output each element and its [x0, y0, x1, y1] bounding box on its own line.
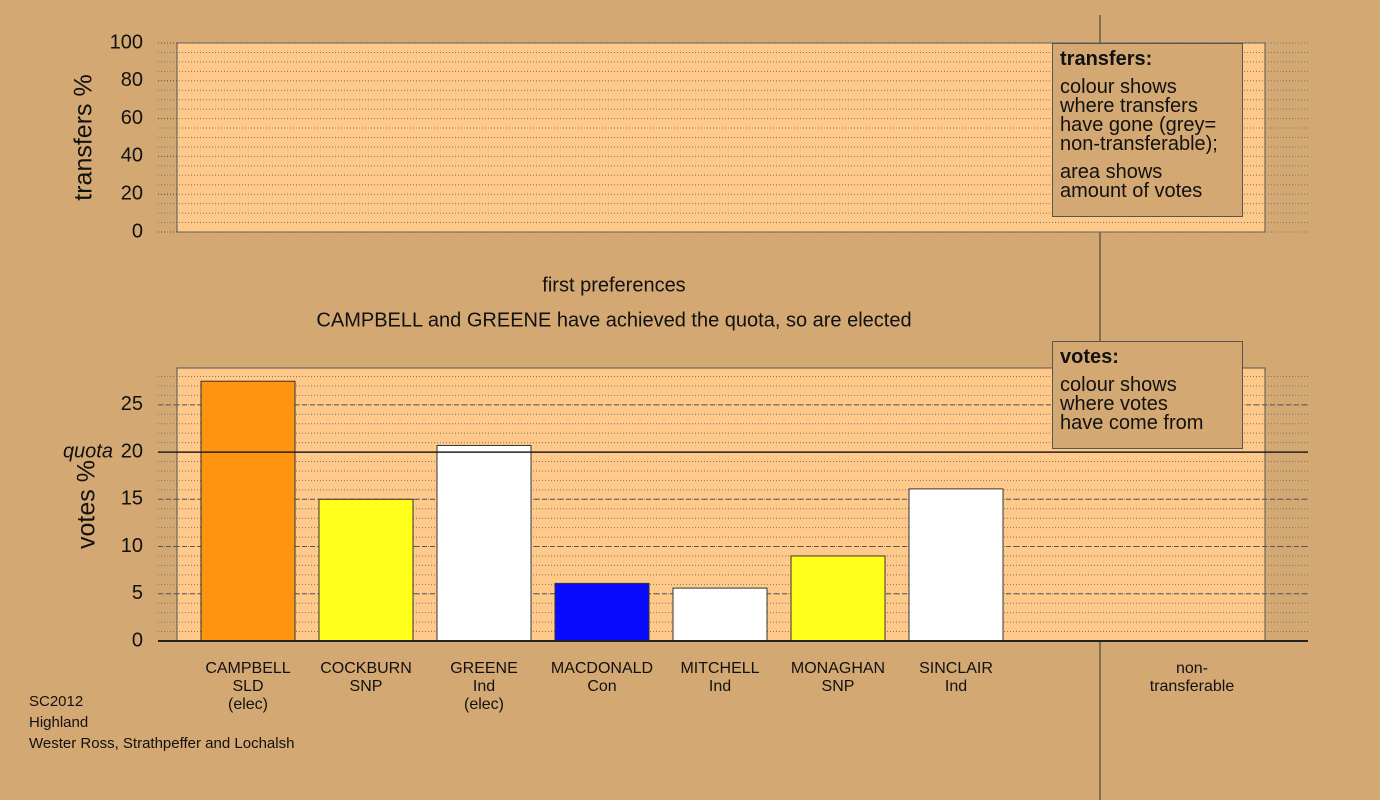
x-tick-label: MACDONALD Con	[550, 660, 654, 695]
y-tick-label: 100	[110, 31, 143, 53]
bar	[554, 582, 650, 642]
y-tick-label: 20	[121, 440, 143, 462]
x-tick-label: COCKBURN SNP	[320, 660, 412, 695]
y-axis-label: transfers %	[70, 74, 98, 200]
legend-text: colour shows where votes have come from	[1060, 374, 1204, 434]
y-tick-label: 10	[121, 535, 143, 557]
x-tick-label: GREENE Ind (elec)	[450, 660, 518, 713]
x-tick-label: SINCLAIR Ind	[919, 660, 993, 695]
bar	[200, 380, 296, 642]
legend-text: colour shows where transfers have gone (…	[1060, 76, 1218, 155]
footer-text: SC2012	[29, 693, 84, 710]
legend: votes: colour shows where votes have come…	[1052, 341, 1243, 449]
y-tick-label: 0	[132, 220, 143, 242]
bar	[790, 555, 886, 642]
y-tick-label: 40	[121, 145, 143, 167]
quota-label: quota	[63, 440, 113, 462]
legend: transfers: colour shows where transfers h…	[1052, 43, 1243, 217]
x-tick-label: non- transferable	[1149, 660, 1235, 695]
y-tick-label: 5	[132, 582, 143, 604]
bar	[908, 488, 1004, 642]
bar	[318, 498, 414, 642]
legend-title: transfers:	[1060, 48, 1153, 70]
y-axis-label: votes %	[73, 460, 101, 549]
legend-text: area shows amount of votes	[1060, 161, 1203, 202]
y-tick-label: 25	[121, 393, 143, 415]
x-tick-label: CAMPBELL SLD (elec)	[205, 660, 291, 713]
chart-subtitle: CAMPBELL and GREENE have achieved the qu…	[316, 309, 911, 331]
y-tick-label: 0	[132, 629, 143, 651]
footer-text: Wester Ross, Strathpeffer and Lochalsh	[29, 735, 295, 752]
x-tick-label: MONAGHAN SNP	[790, 660, 886, 695]
y-tick-label: 80	[121, 69, 143, 91]
y-tick-label: 15	[121, 488, 143, 510]
chart-title: first preferences	[542, 274, 685, 296]
bar	[436, 444, 532, 642]
bar	[672, 587, 768, 642]
footer-text: Highland	[29, 714, 89, 731]
x-tick-label: MITCHELL Ind	[680, 660, 760, 695]
y-tick-label: 20	[121, 182, 143, 204]
legend-title: votes:	[1060, 346, 1119, 368]
y-tick-label: 60	[121, 107, 143, 129]
